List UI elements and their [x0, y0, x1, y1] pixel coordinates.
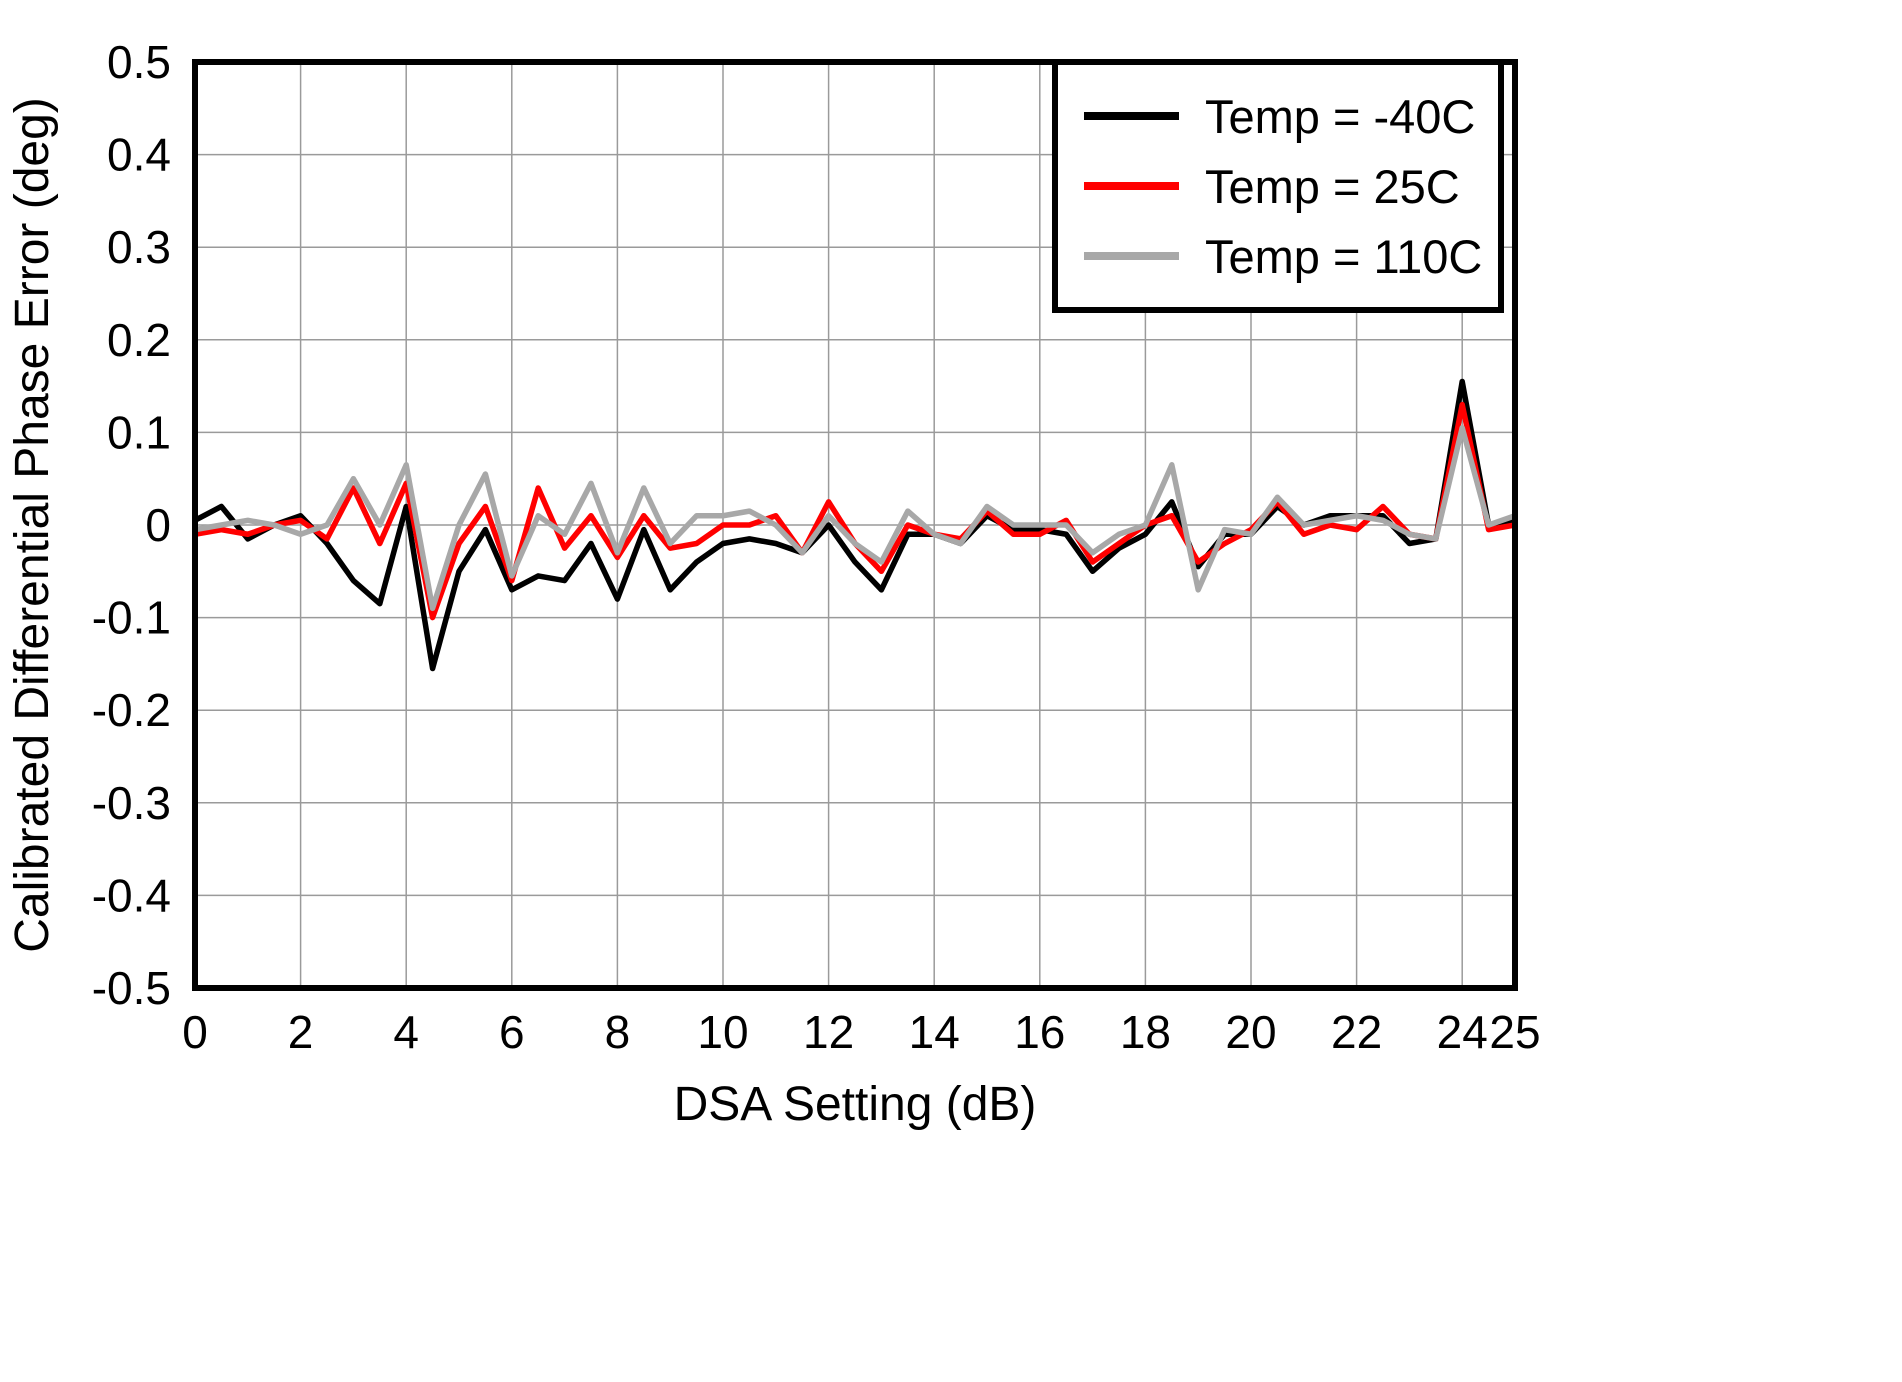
legend-label: Temp = -40C	[1205, 89, 1476, 143]
x-tick-label: 10	[697, 1006, 748, 1058]
y-tick-label: 0.3	[107, 221, 171, 273]
legend-item: Temp = 110C	[1084, 227, 1482, 285]
legend-line-swatch	[1084, 182, 1179, 190]
y-tick-label: 0	[145, 499, 171, 551]
x-tick-label: 12	[803, 1006, 854, 1058]
legend: Temp = -40C Temp = 25C Temp = 110C	[1052, 59, 1504, 313]
series-line-temp-110c	[192, 425, 1518, 612]
y-tick-label: -0.1	[92, 592, 171, 644]
x-tick-label: 16	[1014, 1006, 1065, 1058]
y-tick-label: -0.5	[92, 962, 171, 1014]
x-tick-label: 25	[1489, 1006, 1540, 1058]
x-axis-title: DSA Setting (dB)	[674, 1078, 1037, 1131]
series-line-temp-25c	[192, 401, 1518, 621]
x-tick-label: 0	[182, 1006, 208, 1058]
x-tick-label: 14	[909, 1006, 960, 1058]
legend-line-swatch	[1084, 112, 1179, 120]
y-tick-label: -0.4	[92, 869, 171, 921]
x-tick-label: 8	[605, 1006, 631, 1058]
x-tick-label: 24	[1437, 1006, 1488, 1058]
y-axis-title: Calibrated Differential Phase Error (deg…	[6, 97, 59, 953]
x-tick-label: 6	[499, 1006, 525, 1058]
legend-label: Temp = 25C	[1205, 159, 1460, 213]
y-tick-label: 0.4	[107, 129, 171, 181]
x-tick-label: 18	[1120, 1006, 1171, 1058]
y-tick-label: 0.5	[107, 36, 171, 88]
y-tick-label: -0.3	[92, 777, 171, 829]
y-tick-label: 0.2	[107, 314, 171, 366]
legend-item: Temp = 25C	[1084, 157, 1472, 215]
x-tick-label: 4	[393, 1006, 419, 1058]
legend-item: Temp = -40C	[1084, 87, 1476, 145]
plot-frame	[192, 59, 1518, 991]
x-tick-label: 2	[288, 1006, 314, 1058]
legend-label: Temp = 110C	[1205, 229, 1483, 283]
legend-line-swatch	[1084, 252, 1179, 260]
x-tick-label: 20	[1225, 1006, 1276, 1058]
y-tick-label: -0.2	[92, 684, 171, 736]
y-tick-label: 0.1	[107, 406, 171, 458]
x-tick-label: 22	[1331, 1006, 1382, 1058]
